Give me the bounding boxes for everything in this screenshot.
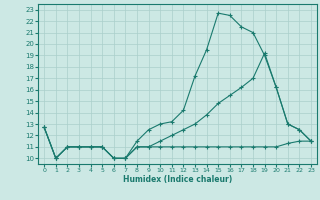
X-axis label: Humidex (Indice chaleur): Humidex (Indice chaleur) bbox=[123, 175, 232, 184]
